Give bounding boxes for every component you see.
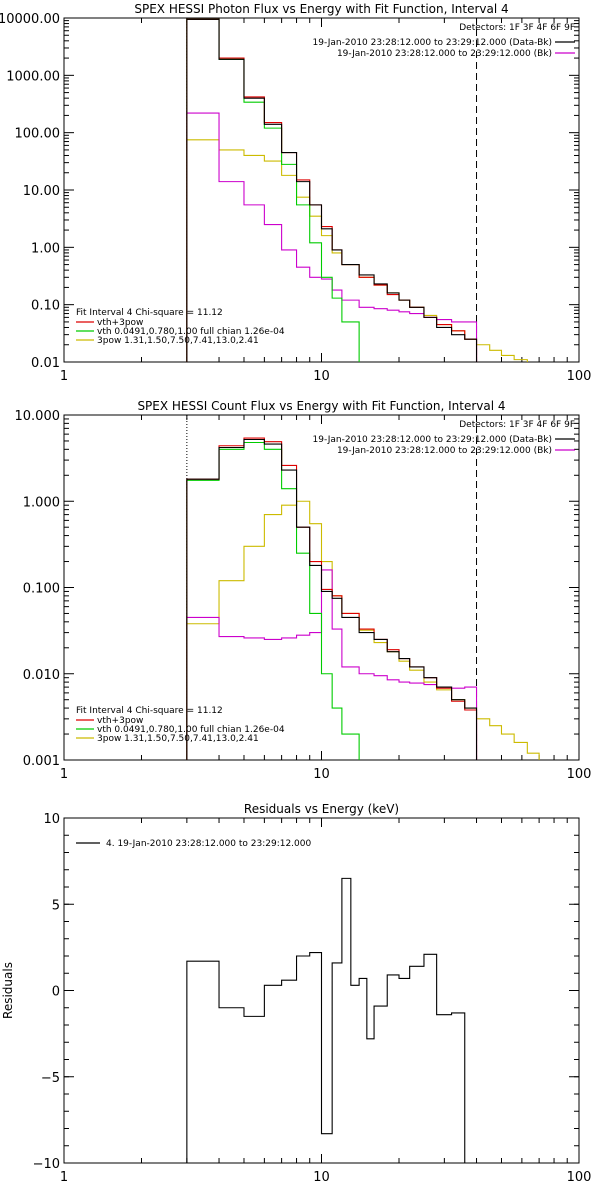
series-group [186,18,528,362]
x-tick-label: 100 [567,369,592,384]
legend-entry-label: 19-Jan-2010 23:28:12.000 to 23:29:12.000… [313,38,552,48]
y-tick-label: 100.00 [15,127,61,142]
y-tick-label: 1.00 [31,241,60,256]
legend-entry-label: vth 0.0491,0.780,1.00 full chian 1.26e-0… [97,725,285,735]
chart-title: Residuals vs Energy (keV) [244,802,399,816]
y-tick-label: 10 [43,812,60,827]
fit-interval-label: Fit Interval 4 Chi-square = 11.12 [76,308,223,318]
panel-3: Residuals vs Energy (keV) 1 10 100 −10 −5 0 5 10… [1,802,591,1185]
x-tick-label: 1 [60,767,68,782]
series-residuals [186,877,466,1163]
x-tick-label: 1 [60,1170,68,1185]
legend-entry-label: 19-Jan-2010 23:28:12.000 to 23:29:12.000… [313,435,552,445]
y-tick-label: 0.100 [23,582,60,597]
series-group [186,877,466,1163]
x-tick-label: 10 [313,369,330,384]
x-tick-label: 100 [567,767,592,782]
legend-entry-label: vth+3pow [97,318,143,328]
series-3pow [186,500,540,760]
y-tick-label: 1.000 [23,495,60,510]
series-data-bk [186,438,478,760]
legend-entry-label: 3pow 1.31,1.50,7.50,7.41,13.0,2.41 [97,336,259,346]
legend-entry-label: 4. 19-Jan-2010 23:28:12.000 to 23:29:12.… [106,839,311,849]
x-tick-label: 10 [313,1170,330,1185]
y-tick-label: 0.01 [31,356,60,371]
y-tick-label: 0.10 [31,299,60,314]
x-tick-label: 1 [60,369,68,384]
y-tick-label: 0.001 [23,754,60,769]
y-tick-label: −10 [33,1157,60,1172]
series-vth-3pow [186,18,478,362]
fit-interval-label: Fit Interval 4 Chi-square = 11.12 [76,706,223,716]
x-tick-label: 100 [567,1170,592,1185]
y-tick-label: 1000.00 [6,69,60,84]
legend-entry-label: vth+3pow [97,716,143,726]
legend-entry-label: 19-Jan-2010 23:28:12.000 to 23:29:12.000… [337,49,552,59]
x-tick-label: 10 [313,767,330,782]
y-tick-label: 10000.00 [0,12,60,27]
y-axis-label: Residuals [1,962,15,1019]
y-tick-label: 5 [52,898,60,913]
y-tick-label: 0 [52,985,60,1000]
series-group [186,437,540,760]
y-tick-label: −5 [41,1071,60,1086]
series-data-bk [186,18,478,362]
y-tick-label: 10.000 [15,409,61,424]
legend-entry-label: 19-Jan-2010 23:28:12.000 to 23:29:12.000… [337,446,552,456]
legend-entry-label: vth 0.0491,0.780,1.00 full chian 1.26e-0… [97,327,285,337]
y-tick-label: 10.00 [23,184,60,199]
panel-2: SPEX HESSI Count Flux vs Energy with Fit… [15,399,592,782]
y-tick-label: 0.010 [23,668,60,683]
chart-title: SPEX HESSI Photon Flux vs Energy with Fi… [134,2,508,16]
detectors-label: Detectors: 1F 3F 4F 6F 9F [459,23,575,33]
chart-title: SPEX HESSI Count Flux vs Energy with Fit… [137,399,505,413]
detectors-label: Detectors: 1F 3F 4F 6F 9F [459,420,575,430]
legend-entry-label: 3pow 1.31,1.50,7.50,7.41,13.0,2.41 [97,734,259,744]
panel-1: SPEX HESSI Photon Flux vs Energy with Fi… [0,2,591,384]
